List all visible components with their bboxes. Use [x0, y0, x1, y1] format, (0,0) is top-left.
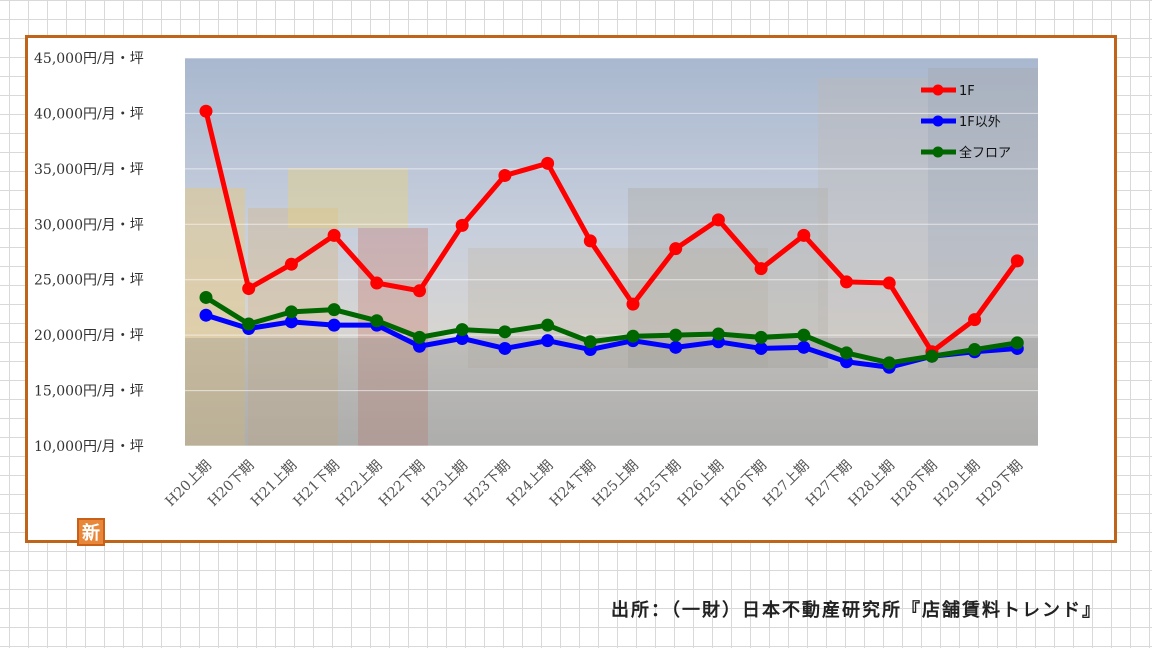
x-tick-label: H20下期: [205, 458, 257, 510]
x-tick-label: H25下期: [632, 458, 684, 510]
source-citation: 出所：（一財）日本不動産研究所『店舗賃料トレンド』: [611, 600, 1102, 621]
data-point: [327, 228, 341, 242]
data-point: [797, 228, 811, 242]
data-point: [669, 340, 683, 354]
x-tick-label: H21上期: [248, 458, 300, 510]
data-point: [626, 329, 640, 343]
x-tick-label: H28上期: [846, 458, 898, 510]
data-point: [284, 315, 298, 329]
data-point: [925, 349, 939, 363]
data-point: [754, 330, 768, 344]
x-tick-label: H23下期: [461, 458, 513, 510]
data-point: [199, 290, 213, 304]
series-group: [199, 104, 1024, 374]
y-tick-label: 40,000円/月・坪: [34, 106, 144, 122]
data-point: [541, 156, 555, 170]
series-1: [199, 104, 1024, 359]
data-point: [968, 343, 982, 357]
x-tick-label: H29下期: [974, 458, 1026, 510]
x-tick-label: H27上期: [760, 458, 812, 510]
y-tick-label: 10,000円/月・坪: [34, 439, 144, 455]
series-line: [204, 295, 1018, 366]
data-point: [370, 276, 384, 290]
y-axis-ticks: 10,000円/月・坪 15,000円/月・坪 20,000円/月・坪 25,000円…: [34, 51, 144, 455]
data-point: [840, 275, 853, 289]
y-tick-label: 15,000円/月・坪: [34, 384, 144, 400]
series-line: [205, 312, 1018, 370]
data-point: [199, 104, 213, 118]
data-point: [370, 314, 384, 328]
legend-swatch-marker: [932, 84, 944, 96]
x-tick-label: H26上期: [675, 458, 727, 510]
x-tick-label: H24下期: [547, 458, 599, 510]
y-tick-label: 20,000円/月・坪: [34, 328, 144, 344]
data-point: [1010, 336, 1024, 350]
data-point: [327, 303, 341, 317]
data-point: [797, 340, 811, 354]
x-tick-label: H29上期: [931, 458, 983, 510]
data-point: [711, 327, 725, 341]
x-tick-label: H26下期: [718, 458, 770, 510]
data-point: [754, 341, 768, 355]
legend-item: 1F以外: [921, 115, 1001, 130]
data-point: [968, 313, 982, 327]
legend-item: 1F: [921, 84, 975, 99]
data-point: [541, 318, 555, 332]
legend-label: 全フロア: [959, 145, 1011, 161]
data-point: [455, 323, 469, 337]
data-point: [242, 282, 256, 296]
data-point: [455, 218, 469, 232]
data-point: [199, 308, 213, 322]
legend-label: 1F: [959, 84, 975, 99]
data-point: [583, 335, 597, 349]
x-axis-ticks: H20上期H20下期H21上期H21下期H22上期H22下期H23上期H23下期…: [162, 458, 1026, 510]
x-tick-label: H23上期: [419, 458, 471, 510]
data-point: [669, 242, 683, 256]
data-point: [882, 276, 896, 290]
data-point: [840, 346, 853, 360]
data-point: [711, 213, 725, 227]
legend-swatch-marker: [932, 146, 944, 158]
y-tick-label: 45,000円/月・坪: [34, 51, 144, 67]
x-tick-label: H28下期: [888, 458, 940, 510]
series-line: [203, 110, 1020, 355]
data-point: [413, 330, 426, 344]
x-tick-label: H22上期: [333, 458, 385, 510]
legend-label: 1F以外: [959, 115, 1001, 130]
shin-badge: 新: [77, 518, 105, 546]
series-3: [199, 290, 1024, 370]
data-point: [242, 317, 256, 331]
data-point: [541, 334, 555, 348]
line-chart: 10,000円/月・坪 15,000円/月・坪 20,000円/月・坪 25,000円…: [34, 51, 1038, 510]
data-point: [498, 341, 512, 355]
x-tick-label: H20上期: [162, 458, 214, 510]
data-point: [754, 262, 768, 276]
chart-frame: 10,000円/月・坪 15,000円/月・坪 20,000円/月・坪 25,000円…: [25, 35, 1117, 546]
data-point: [498, 169, 512, 183]
data-point: [1010, 254, 1024, 268]
x-tick-label: H21下期: [291, 458, 343, 510]
x-tick-label: H25上期: [589, 458, 641, 510]
data-point: [882, 356, 896, 370]
x-tick-label: H22下期: [376, 458, 428, 510]
y-tick-label: 30,000円/月・坪: [34, 217, 144, 233]
data-point: [797, 328, 811, 342]
x-tick-label: H27下期: [803, 458, 855, 510]
data-point: [284, 305, 298, 319]
legend-swatch-marker: [932, 115, 944, 127]
x-tick-label: H24上期: [504, 458, 556, 510]
data-point: [669, 328, 683, 342]
legend-item: 全フロア: [921, 145, 1011, 161]
data-point: [498, 325, 512, 339]
data-point: [626, 297, 640, 311]
y-tick-label: 25,000円/月・坪: [34, 273, 144, 289]
data-point: [583, 234, 597, 248]
data-point: [413, 284, 426, 298]
gridlines: [185, 57, 1038, 447]
y-tick-label: 35,000円/月・坪: [34, 162, 144, 178]
data-point: [327, 318, 341, 332]
data-point: [284, 257, 298, 271]
